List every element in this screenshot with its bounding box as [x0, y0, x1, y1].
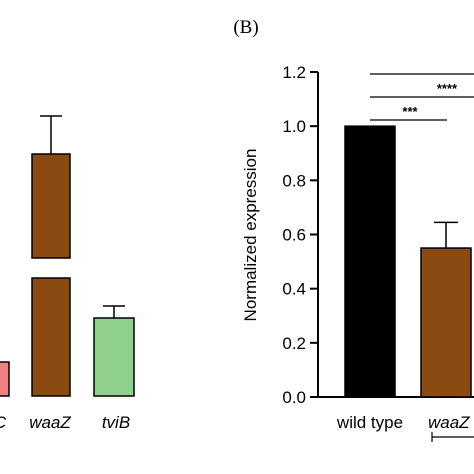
y-tick-label: 0.0: [282, 388, 306, 407]
bar: [0, 361, 10, 397]
bar-lower: [31, 277, 71, 397]
y-tick-label: 0.8: [282, 171, 306, 190]
x-category-label: C: [0, 413, 7, 432]
y-tick-label: 0.6: [282, 226, 306, 245]
x-category-label: wild type: [336, 413, 403, 432]
bar: [344, 125, 396, 398]
x-category-label: waaZ: [29, 413, 71, 432]
y-tick-label: 1.0: [282, 117, 306, 136]
y-tick-label: 0.2: [282, 334, 306, 353]
y-tick-label: 1.2: [282, 63, 306, 82]
y-axis-label: Normalized expression: [241, 149, 260, 322]
significance-label: ***: [402, 104, 418, 119]
significance-label: ****: [437, 81, 458, 96]
panel-label: (B): [233, 17, 258, 38]
bar-upper: [31, 153, 71, 259]
bar: [93, 317, 135, 397]
panel-a: CwaaZ tviB: [0, 115, 135, 432]
bar: [420, 247, 472, 398]
x-category-label: tviB: [102, 413, 130, 432]
panel-b: Normalized expression 0.0 0.2 0.4 0.6 0.8 1.0…: [241, 63, 474, 442]
x-category-label: waaZ: [428, 413, 470, 432]
y-tick-label: 0.4: [282, 280, 306, 299]
